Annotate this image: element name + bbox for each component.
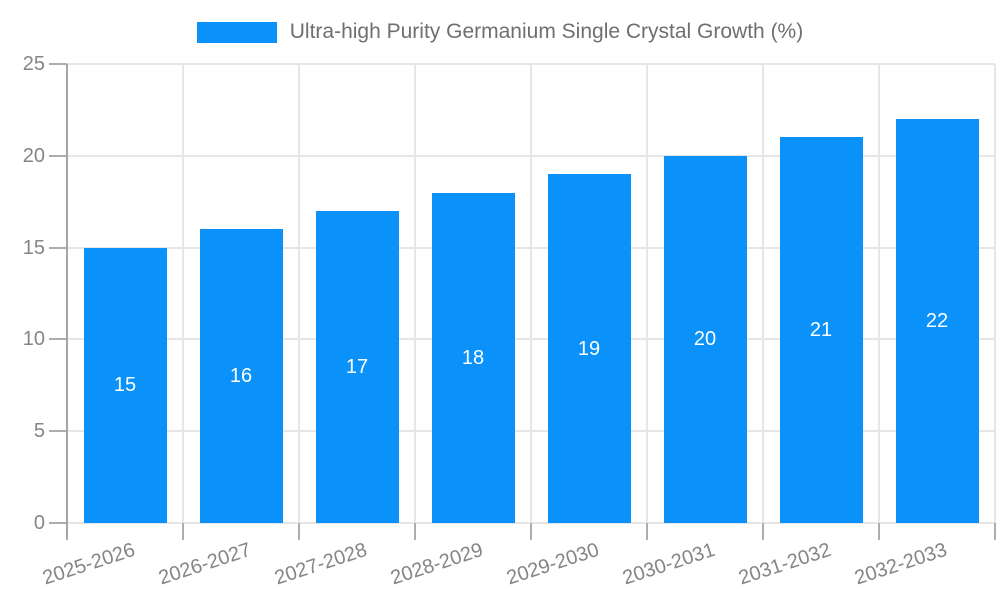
y-tick-label: 25 [22,53,45,75]
x-tick-mark [646,523,648,540]
y-tick-label: 10 [22,328,45,351]
bar-value-label: 21 [809,319,833,342]
y-tick-mark [49,154,67,157]
x-gridline [530,64,532,523]
bar[interactable] [315,210,399,523]
x-tick-label[interactable]: 2025-2026 [40,538,139,590]
bar-value-label: 18 [461,346,485,369]
y-tick-mark [49,63,67,65]
bar-value-label: 19 [577,337,601,360]
x-tick-mark [762,523,764,540]
chart-legend-item[interactable]: Ultra-high Purity Germanium Single Cryst… [0,20,1000,44]
x-tick-label[interactable]: 2026-2027 [156,538,255,590]
x-tick-label[interactable]: 2030-2031 [620,538,719,590]
x-tick-label[interactable]: 2027-2028 [272,538,371,590]
x-tick-mark [530,523,532,540]
y-tick-label: 0 [33,512,45,534]
x-gridline [298,64,300,523]
bar[interactable] [779,137,863,523]
y-axis-line [66,64,68,540]
bar[interactable] [663,155,747,523]
x-tick-label[interactable]: 2029-2030 [504,538,603,590]
x-tick-label[interactable]: 2028-2029 [388,538,487,590]
y-tick-label: 20 [22,144,45,167]
x-tick-mark [994,523,996,540]
bar[interactable] [431,192,515,523]
x-gridline [994,64,996,523]
y-tick-mark [49,522,67,524]
y-tick-mark [49,430,67,433]
bar-value-label: 22 [925,310,949,333]
bar-value-label: 15 [113,374,137,397]
x-gridline [414,64,416,523]
x-gridline [762,64,764,523]
x-tick-label[interactable]: 2031-2032 [736,538,835,590]
bar-value-label: 16 [229,365,253,388]
legend-label: Ultra-high Purity Germanium Single Cryst… [289,20,804,43]
x-gridline [646,64,648,523]
bar[interactable] [83,247,167,523]
x-tick-mark [878,523,880,540]
x-tick-mark [414,523,416,540]
x-gridline [182,64,184,523]
bar-value-label: 17 [345,355,369,378]
y-tick-mark [49,246,67,249]
bar-value-label: 20 [693,328,717,351]
x-tick-label[interactable]: 2032-2033 [852,538,951,590]
y-tick-mark [49,338,67,341]
bar[interactable] [895,119,979,523]
y-tick-label: 5 [33,420,45,443]
x-gridline [878,64,880,523]
bar[interactable] [199,229,283,523]
bar[interactable] [547,174,631,523]
x-tick-mark [182,523,184,540]
x-tick-mark [298,523,300,540]
legend-swatch [196,21,277,43]
y-tick-label: 15 [22,236,45,259]
